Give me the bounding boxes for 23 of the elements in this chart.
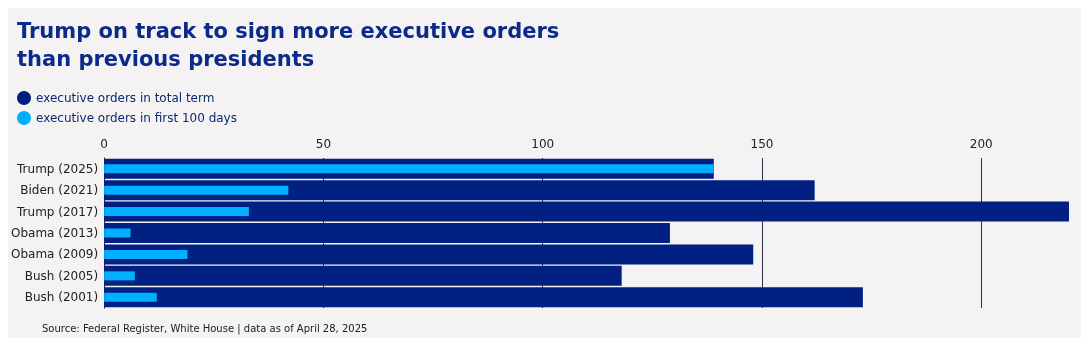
x-tick-label: 150 <box>750 137 774 151</box>
source-note: Source: Federal Register, White House | data as of April 28, 2025 <box>42 322 368 335</box>
bar <box>104 185 289 195</box>
y-tick-label: Bush (2005) <box>24 268 99 283</box>
y-tick-label: Biden (2021) <box>20 183 99 198</box>
x-tick-label: 50 <box>315 137 332 151</box>
legend-label: executive orders in total term <box>36 91 215 105</box>
bar <box>104 249 188 259</box>
y-tick-label: Obama (2009) <box>10 247 99 262</box>
y-tick-label: Bush (2001) <box>24 290 99 305</box>
bar <box>104 292 157 302</box>
x-tick-label: 200 <box>969 137 993 151</box>
bar <box>104 228 131 238</box>
bar <box>104 164 714 174</box>
bar <box>104 271 135 281</box>
y-tick-label: Trump (2017) <box>16 204 99 219</box>
y-tick-label: Obama (2013) <box>10 226 99 240</box>
bar <box>104 207 249 217</box>
x-tick-label: 100 <box>531 137 555 151</box>
chart-title: Trump on track to sign more executive orders than previous presidents <box>17 19 560 71</box>
legend-label: executive orders in first 100 days <box>36 111 237 125</box>
x-tick-label: 0 <box>100 137 108 151</box>
y-tick-label: Trump (2025) <box>16 161 99 176</box>
